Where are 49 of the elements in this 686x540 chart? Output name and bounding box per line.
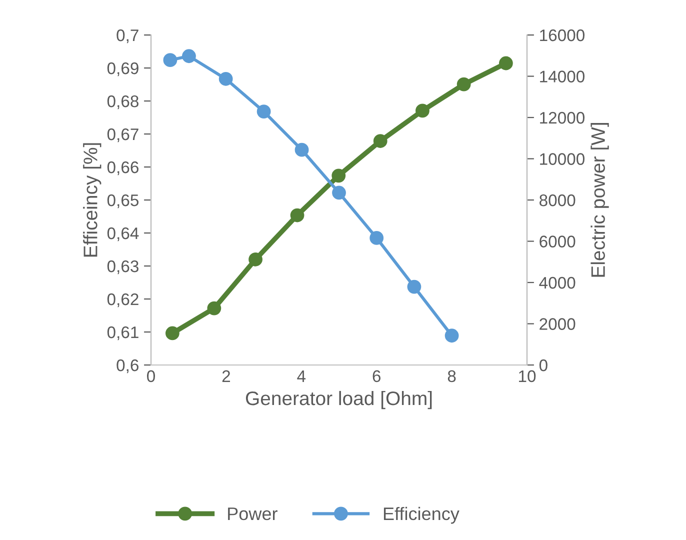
- y2-tick-label: 10000: [540, 153, 584, 165]
- point: [373, 134, 388, 148]
- y-tick-label: 0,69: [107, 62, 138, 76]
- y-tick-label: 0,63: [107, 260, 138, 274]
- x-tick-label: 6: [372, 370, 380, 382]
- y-tick-label: 0,65: [107, 194, 138, 208]
- point: [444, 328, 459, 343]
- point: [499, 56, 513, 70]
- point: [407, 280, 422, 294]
- x-axis-title: Generator load [Ohm]: [246, 390, 432, 410]
- x-tick-label: 8: [448, 370, 456, 382]
- y2-tick-label: 4000: [539, 276, 576, 289]
- x-tick-label: 2: [222, 370, 230, 382]
- point: [182, 49, 196, 64]
- y-tick-label: 0,66: [107, 161, 138, 176]
- y2-tick-label: 14000: [540, 70, 584, 82]
- point: [163, 53, 178, 68]
- y2-tick-label: 8000: [540, 194, 576, 206]
- y2-tick-label: 6000: [540, 236, 576, 248]
- y-tick-label: 0,6: [116, 359, 138, 374]
- legend-label: Power: [228, 508, 278, 520]
- y-tick-label: 0,68: [107, 95, 138, 110]
- point: [207, 301, 222, 316]
- point: [248, 252, 262, 266]
- y-tick-label: 0,64: [107, 227, 139, 242]
- y2-axis-title: Electric power [W]: [590, 123, 609, 277]
- point: [165, 326, 180, 340]
- point: [456, 77, 471, 92]
- y-tick-label: 0,7: [116, 29, 138, 44]
- y-tick-label: 0,67: [107, 128, 138, 142]
- legend-label: Efficiency: [384, 506, 460, 524]
- point: [416, 104, 430, 118]
- point: [290, 208, 304, 222]
- point: [332, 186, 346, 200]
- x-tick-label: 10: [519, 370, 536, 382]
- x-tick-label: 0: [147, 370, 155, 382]
- point: [294, 142, 309, 157]
- y-axis-title: Efficeincy [%]: [83, 143, 102, 257]
- point: [370, 231, 384, 245]
- x-tick-label: 4: [297, 370, 306, 382]
- point: [332, 168, 346, 183]
- point: [218, 72, 233, 86]
- y2-tick-label: 0: [539, 359, 548, 372]
- y-tick-label: 0,61: [107, 326, 138, 340]
- point: [256, 104, 271, 119]
- y-tick-label: 0,62: [107, 293, 138, 308]
- y2-tick-label: 2000: [540, 318, 576, 330]
- y2-tick-label: 12000: [540, 112, 584, 124]
- y2-tick-label: 16000: [540, 29, 584, 42]
